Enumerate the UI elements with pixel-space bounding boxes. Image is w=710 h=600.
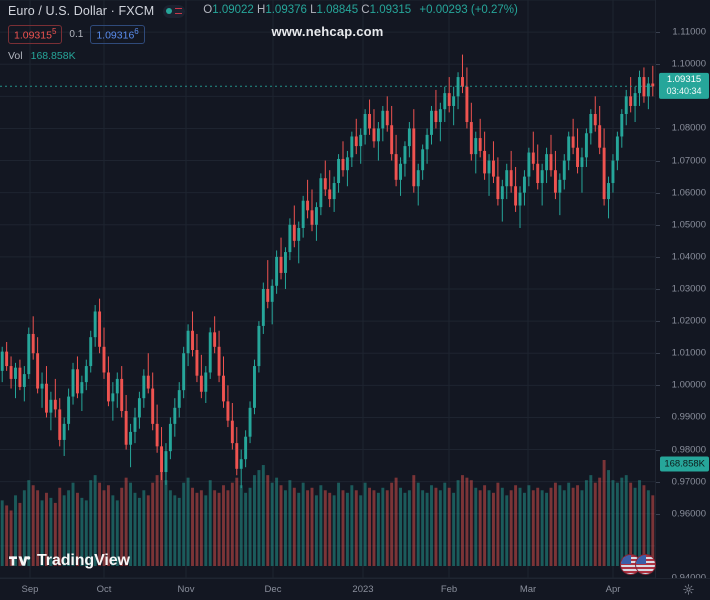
price-axis[interactable]: 1.11000 1.10000 1.08000 1.07000 1.06000 1.050… <box>655 0 710 598</box>
tradingview-mark-icon <box>9 556 31 566</box>
volume-badge[interactable]: 168.858K <box>660 456 709 472</box>
price-axis-tick <box>656 449 660 451</box>
time-axis-label: Mar <box>519 584 537 595</box>
price-axis-label: 0.96000 <box>671 508 706 520</box>
tradingview-logo[interactable]: TradingView <box>9 552 130 570</box>
price-axis-tick <box>656 128 660 130</box>
gear-icon[interactable] <box>683 584 694 595</box>
time-axis-label: Oct <box>96 584 112 595</box>
usd-flag-icon <box>635 554 656 575</box>
price-axis-label: 1.08000 <box>671 122 706 134</box>
chart-plot-area[interactable] <box>0 0 655 578</box>
current-price-value: 1.09315 <box>666 74 702 86</box>
price-axis-tick <box>656 353 660 355</box>
current-price-badge[interactable]: 1.09315 03:40:34 <box>659 73 709 100</box>
bar-countdown: 03:40:34 <box>666 85 702 96</box>
tradingview-wordmark: TradingView <box>37 552 130 569</box>
price-axis-label: 1.03000 <box>671 283 706 295</box>
price-axis-label: 1.11000 <box>672 26 706 38</box>
price-axis-label: 0.98000 <box>671 444 706 456</box>
time-axis-label: Nov <box>177 584 195 595</box>
price-axis-tick <box>656 192 660 194</box>
price-axis-tick <box>656 385 660 387</box>
time-axis-label: Dec <box>264 584 282 595</box>
time-axis-label: Feb <box>440 584 458 595</box>
price-axis-label: 1.10000 <box>671 58 706 70</box>
price-axis-tick <box>656 224 660 226</box>
price-axis-label: 1.07000 <box>671 155 706 167</box>
price-axis-tick <box>656 289 660 290</box>
time-axis[interactable]: Sep Oct Nov Dec 2023 Feb Mar Apr <box>0 578 710 600</box>
price-axis-label: 1.02000 <box>671 315 706 327</box>
price-axis-tick <box>656 32 660 34</box>
price-axis-tick <box>656 513 660 515</box>
price-axis-label: 1.06000 <box>671 187 706 199</box>
time-axis-label: Apr <box>605 584 621 595</box>
price-axis-tick <box>656 64 660 66</box>
price-axis-label: 0.97000 <box>671 476 706 488</box>
price-axis-tick <box>656 321 660 323</box>
price-axis-label: 0.99000 <box>671 411 706 423</box>
candlestick-svg <box>0 0 655 578</box>
price-axis-tick <box>656 481 660 483</box>
price-axis-tick <box>656 160 660 162</box>
price-axis-label: 1.05000 <box>671 219 706 231</box>
price-axis-tick <box>656 417 660 419</box>
price-axis-label: 1.00000 <box>671 379 706 391</box>
price-axis-label: 1.04000 <box>671 251 706 263</box>
time-axis-label: 2023 <box>352 584 374 595</box>
currency-pair-flags[interactable] <box>620 554 664 576</box>
price-axis-label: 1.01000 <box>671 347 706 359</box>
price-axis-tick <box>656 256 660 258</box>
time-axis-label: Sep <box>21 584 39 595</box>
